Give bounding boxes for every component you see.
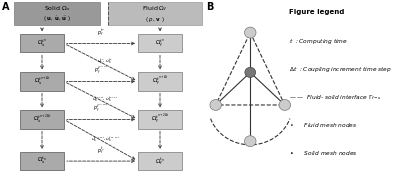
Text: $u_s^{t^{n+2\Delta t}}$, $\dot{u}_s^{t^{n+2\Delta t}}$: $u_s^{t^{n+2\Delta t}}$, $\dot{u}_s^{t^{… xyxy=(90,136,120,145)
Circle shape xyxy=(279,100,290,110)
Text: Figure legend: Figure legend xyxy=(289,9,344,15)
Circle shape xyxy=(245,67,256,77)
FancyBboxPatch shape xyxy=(20,152,64,170)
FancyBboxPatch shape xyxy=(14,2,100,25)
Text: — —  Fluid- solid interface $\Gamma_{f-s}$: — — Fluid- solid interface $\Gamma_{f-s}… xyxy=(289,93,382,102)
FancyBboxPatch shape xyxy=(20,72,64,90)
Text: $\circ$      Fluid mesh nodes: $\circ$ Fluid mesh nodes xyxy=(289,121,357,129)
Text: $\Delta t$  : Coupling increment time step: $\Delta t$ : Coupling increment time ste… xyxy=(289,65,392,74)
Text: $\Omega_s^{t^{n+\Delta t}}$: $\Omega_s^{t^{n+\Delta t}}$ xyxy=(34,75,50,88)
Text: B: B xyxy=(206,2,214,12)
FancyBboxPatch shape xyxy=(138,110,182,129)
Text: $\Omega_s^{t_n}$: $\Omega_s^{t_n}$ xyxy=(37,156,47,166)
Text: $u_s^{t^n}$, $\dot{u}_s^{t^n}$: $u_s^{t^n}$, $\dot{u}_s^{t^n}$ xyxy=(97,58,113,67)
Text: $\Omega_s^{t^n}$: $\Omega_s^{t^n}$ xyxy=(37,38,47,49)
FancyBboxPatch shape xyxy=(138,152,182,170)
Text: $p_f^{t_n}$: $p_f^{t_n}$ xyxy=(97,145,105,156)
FancyBboxPatch shape xyxy=(138,72,182,90)
Text: $t$  : Computing time: $t$ : Computing time xyxy=(289,37,348,46)
Text: ( $\mathbf{u}$, $\dot{\mathbf{u}}$, $\ddot{\mathbf{u}}$ ): ( $\mathbf{u}$, $\dot{\mathbf{u}}$, $\dd… xyxy=(43,15,71,24)
Text: $u_s^{t^{n+\Delta t}}$, $\dot{u}_s^{t^{n+\Delta t}}$: $u_s^{t^{n+\Delta t}}$, $\dot{u}_s^{t^{n… xyxy=(92,96,118,105)
Text: $\Omega_s^{t^{n+2\Delta t}}$: $\Omega_s^{t^{n+2\Delta t}}$ xyxy=(32,113,52,126)
Text: $\bullet$      Solid mesh nodes: $\bullet$ Solid mesh nodes xyxy=(289,149,357,157)
FancyBboxPatch shape xyxy=(138,34,182,52)
Text: Fluid $\Omega_f$: Fluid $\Omega_f$ xyxy=(142,4,168,13)
Text: $\Omega_f^{t^{n+\Delta t}}$: $\Omega_f^{t^{n+\Delta t}}$ xyxy=(152,75,168,88)
Circle shape xyxy=(210,100,222,110)
Text: $\Omega_f^{t^n}$: $\Omega_f^{t^n}$ xyxy=(155,38,165,49)
Text: $p_f^{t^{n+\Delta t}}$: $p_f^{t^{n+\Delta t}}$ xyxy=(94,65,108,76)
Text: $p_f^{t^{n+2\Delta t}}$: $p_f^{t^{n+2\Delta t}}$ xyxy=(93,103,109,114)
Text: A: A xyxy=(2,2,10,12)
Circle shape xyxy=(244,27,256,38)
FancyBboxPatch shape xyxy=(20,110,64,129)
Text: $p_f^{t^n}$: $p_f^{t^n}$ xyxy=(97,28,105,38)
FancyBboxPatch shape xyxy=(20,34,64,52)
Circle shape xyxy=(244,136,256,147)
Text: $\Omega_f^{t_n}$: $\Omega_f^{t_n}$ xyxy=(155,156,165,167)
FancyBboxPatch shape xyxy=(108,2,202,25)
Text: $\Omega_f^{t^{n+2\Delta t}}$: $\Omega_f^{t^{n+2\Delta t}}$ xyxy=(150,113,170,126)
Text: Solid $\Omega_s$: Solid $\Omega_s$ xyxy=(44,4,70,13)
Text: ( $p$, $\mathbf{v}$ ): ( $p$, $\mathbf{v}$ ) xyxy=(145,15,165,24)
